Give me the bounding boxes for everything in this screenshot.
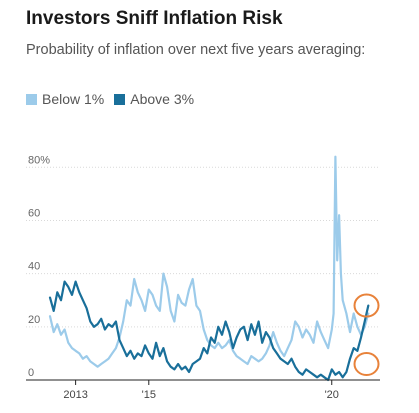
- annotations: [353, 293, 380, 377]
- grid: [26, 166, 380, 328]
- x-tick-label-2015: '15: [142, 389, 156, 401]
- y-tick-label-0: 0: [28, 367, 34, 379]
- series-line-above-3: [48, 280, 370, 382]
- x-axis: 2013 '15 '20: [26, 379, 380, 401]
- legend-item-above-3: Above 3%: [114, 91, 194, 107]
- series-line-below-1: [48, 155, 370, 368]
- legend-label-below-1: Below 1%: [42, 91, 105, 107]
- x-tick-label-2013: 2013: [63, 389, 87, 401]
- y-tick-label-60: 60: [28, 207, 40, 219]
- series-lines: [48, 155, 370, 382]
- legend-swatch-below-1: [26, 93, 37, 105]
- x-tick-label-2020: '20: [325, 389, 339, 401]
- chart-title: Investors Sniff Inflation Risk: [26, 8, 283, 29]
- annotation-circle-1: [353, 293, 380, 318]
- y-axis-labels: 0 20 40 60 80%: [28, 154, 50, 379]
- legend-item-below-1: Below 1%: [26, 91, 104, 107]
- annotation-circle-2: [353, 352, 380, 377]
- chart-subtitle: Probability of inflation over next five …: [26, 42, 366, 58]
- y-tick-label-80: 80%: [28, 154, 50, 166]
- y-tick-label-20: 20: [28, 314, 40, 326]
- y-tick-label-40: 40: [28, 261, 40, 273]
- legend-label-above-3: Above 3%: [130, 91, 195, 107]
- legend: Below 1% Above 3%: [26, 91, 204, 107]
- legend-swatch-above-3: [114, 93, 126, 105]
